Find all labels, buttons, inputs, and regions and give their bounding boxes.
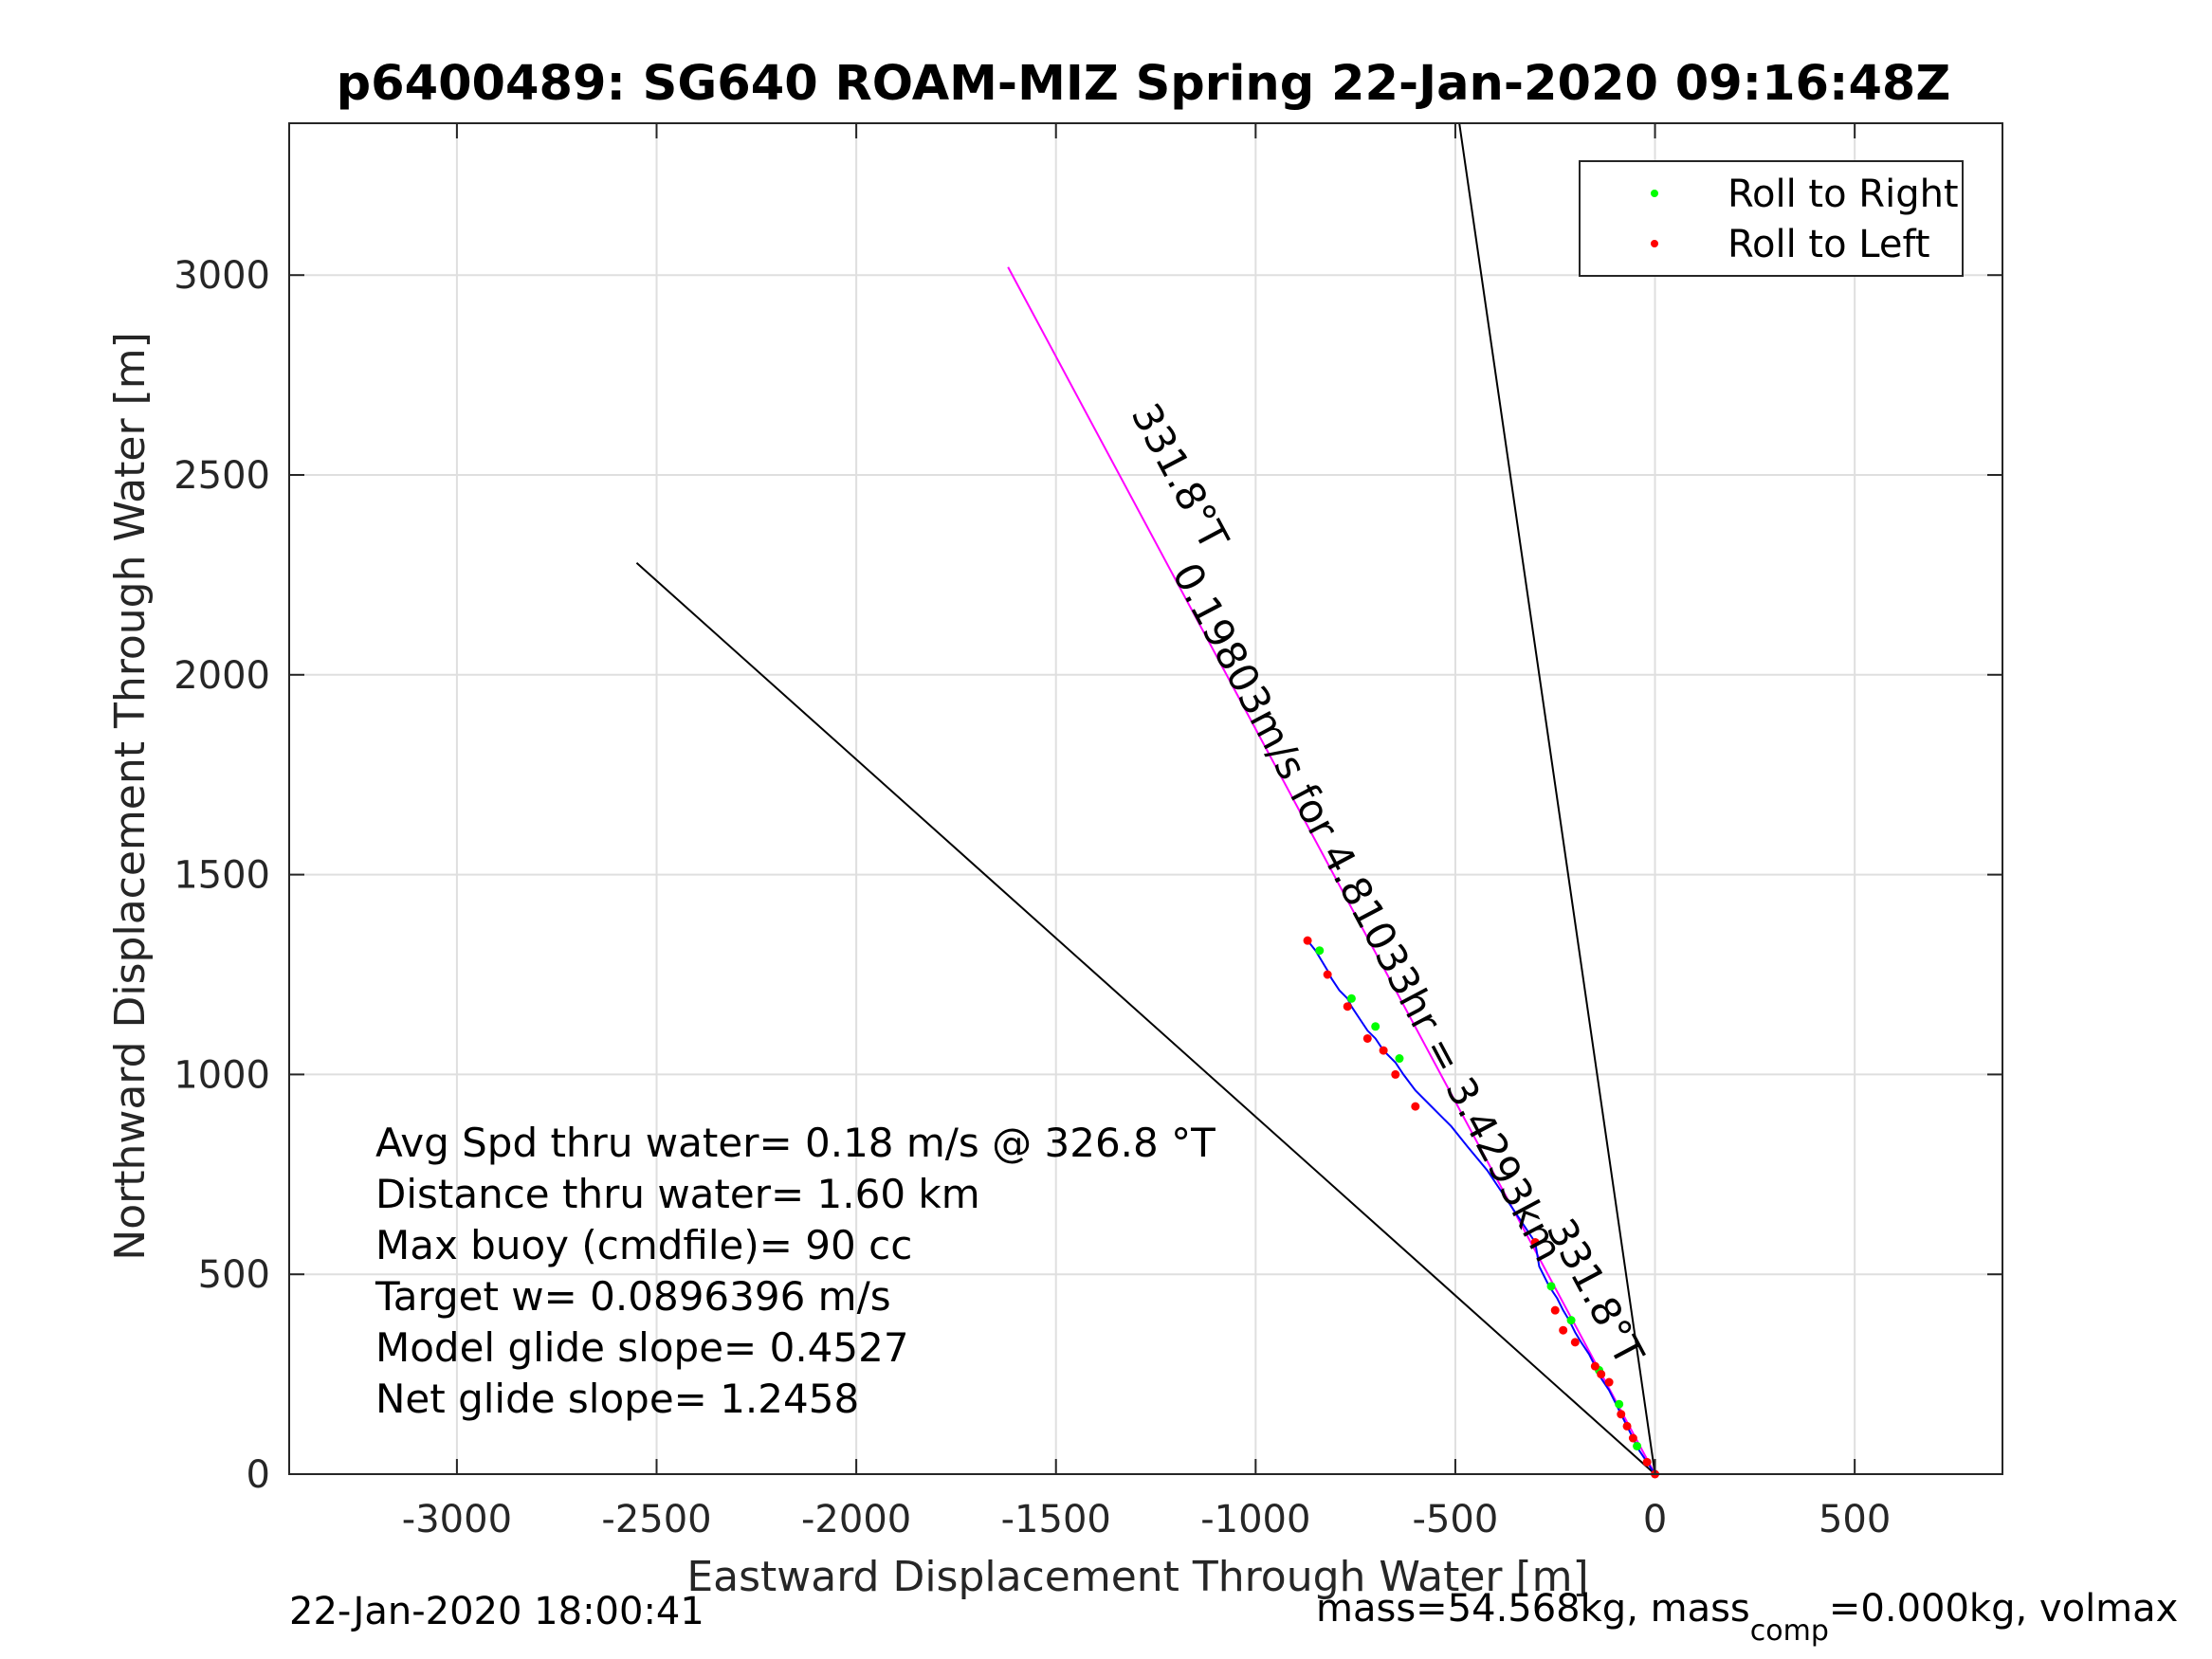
plot-frame bbox=[288, 122, 2003, 1475]
data-points bbox=[1303, 936, 1660, 1479]
x-tick-label: 500 bbox=[1819, 1498, 1891, 1541]
roll-left-point bbox=[1622, 1421, 1632, 1431]
y-tick-label: 2000 bbox=[174, 654, 270, 698]
y-tick-label: 500 bbox=[198, 1253, 270, 1297]
x-tick-label: -1000 bbox=[1200, 1498, 1310, 1541]
stats-annotations: Avg Spd thru water= 0.18 m/s @ 326.8 °T … bbox=[375, 1120, 1216, 1422]
chart-title: p6400489: SG640 ROAM-MIZ Spring 22-Jan-2… bbox=[337, 56, 1951, 112]
roll-left-point bbox=[1379, 1046, 1388, 1055]
roll-left-point bbox=[1343, 1002, 1352, 1012]
track-line bbox=[1307, 939, 1656, 1475]
footer-mass-tail: =0.000kg, volmax bbox=[1829, 1587, 2178, 1631]
footer-mass-info: mass=54.568kg, masscomp=0.000kg, volmax bbox=[1316, 1587, 2178, 1648]
y-tick-label: 3000 bbox=[174, 254, 270, 298]
roll-right-point bbox=[1546, 1282, 1556, 1291]
annotation-net-glide: Net glide slope= 1.2458 bbox=[375, 1376, 859, 1422]
roll-left-point bbox=[1559, 1325, 1568, 1335]
roll-left-point bbox=[1570, 1338, 1580, 1347]
y-tick-label: 1000 bbox=[174, 1053, 270, 1097]
footer-mass-sub: comp bbox=[1750, 1614, 1829, 1648]
y-tick-label: 0 bbox=[247, 1453, 270, 1497]
roll-left-point bbox=[1362, 1033, 1372, 1043]
legend-box bbox=[1579, 160, 1964, 277]
annotation-max-buoy: Max buoy (cmdfile)= 90 cc bbox=[375, 1222, 912, 1268]
reference-line bbox=[635, 562, 1656, 1475]
y-axis-label: Northward Displacement Through Water [m] bbox=[106, 332, 155, 1260]
reference-line bbox=[1007, 266, 1656, 1475]
annotation-model-glide: Model glide slope= 0.4527 bbox=[375, 1324, 909, 1371]
roll-right-point bbox=[1615, 1399, 1624, 1409]
footer-mass-main: mass=54.568kg, mass bbox=[1316, 1587, 1750, 1631]
annotation-target-w: Target w= 0.0896396 m/s bbox=[375, 1273, 891, 1320]
roll-left-point bbox=[1303, 936, 1312, 945]
legend-marker-roll-right bbox=[1651, 190, 1658, 197]
roll-left-point bbox=[1391, 1069, 1400, 1079]
x-tick-label: -3000 bbox=[402, 1498, 512, 1541]
glider-track bbox=[1307, 939, 1656, 1475]
annotation-distance: Distance thru water= 1.60 km bbox=[375, 1171, 980, 1217]
roll-left-point bbox=[1604, 1377, 1614, 1387]
roll-left-point bbox=[1617, 1410, 1626, 1419]
roll-right-point bbox=[1633, 1441, 1642, 1450]
legend-label-roll-left: Roll to Left bbox=[1728, 223, 1930, 266]
x-tick-label: -500 bbox=[1413, 1498, 1499, 1541]
legend-label-roll-right: Roll to Right bbox=[1728, 173, 1959, 216]
y-tick-label: 1500 bbox=[174, 854, 270, 898]
x-tick-label: -2000 bbox=[801, 1498, 911, 1541]
reference-line bbox=[1458, 122, 1656, 1475]
roll-right-point bbox=[1395, 1054, 1404, 1064]
footer-timestamp: 22-Jan-2020 18:00:41 bbox=[289, 1590, 704, 1633]
legend-marker-roll-left bbox=[1651, 240, 1658, 247]
reference-lines bbox=[635, 122, 1656, 1475]
x-axis-label: Eastward Displacement Through Water [m] bbox=[686, 1553, 1588, 1601]
roll-right-point bbox=[1315, 946, 1325, 956]
roll-left-point bbox=[1323, 970, 1332, 979]
roll-left-point bbox=[1530, 1237, 1540, 1247]
roll-left-point bbox=[1628, 1433, 1637, 1443]
roll-right-point bbox=[1346, 994, 1356, 1003]
roll-left-point bbox=[1642, 1457, 1652, 1467]
roll-left-point bbox=[1411, 1102, 1420, 1111]
x-tick-label: -2500 bbox=[601, 1498, 711, 1541]
roll-right-point bbox=[1566, 1316, 1576, 1325]
roll-right-point bbox=[1371, 1022, 1380, 1031]
annotation-avg-speed: Avg Spd thru water= 0.18 m/s @ 326.8 °T bbox=[375, 1120, 1216, 1166]
roll-left-point bbox=[1597, 1370, 1606, 1379]
x-tick-label: -1500 bbox=[1001, 1498, 1111, 1541]
roll-left-point bbox=[1590, 1361, 1600, 1371]
legend: Roll to Right Roll to Left bbox=[1579, 160, 1964, 277]
x-tick-label: 0 bbox=[1643, 1498, 1667, 1541]
y-tick-label: 2500 bbox=[174, 454, 270, 498]
roll-left-point bbox=[1550, 1305, 1560, 1315]
axis-ticks: -3000 -2500 -2000 -1500 -1000 -500 0 500 0 500 100… bbox=[174, 123, 2002, 1541]
